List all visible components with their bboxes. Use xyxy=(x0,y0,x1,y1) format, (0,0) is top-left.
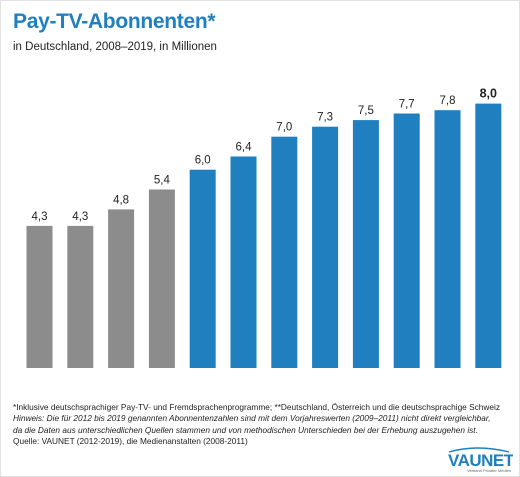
bar-value-label-2011: 5,4 xyxy=(154,175,171,187)
bar-value-label-2017: 7,7 xyxy=(399,99,415,111)
bar-value-label-2009: 4,3 xyxy=(72,211,88,223)
bar-2011 xyxy=(148,189,175,368)
bar-2013 xyxy=(230,156,257,368)
bar-2009 xyxy=(67,225,94,368)
bar-value-label-2008: 4,3 xyxy=(32,211,48,223)
bar-2016 xyxy=(352,120,379,368)
logo-subtext: Verband Privater Medien xyxy=(467,468,511,473)
vaunet-logo: VAUNET Verband Privater Medien xyxy=(448,447,513,473)
footnote-hint-line-2: da die Daten aus unterschiedlichen Quell… xyxy=(13,424,478,435)
bar-2008 xyxy=(26,225,53,368)
bar-2010 xyxy=(108,209,135,368)
bar-value-label-2018: 7,8 xyxy=(440,95,456,107)
chart-subtitle: in Deutschland, 2008–2019, in Millionen xyxy=(13,41,217,53)
bar-value-label-2016: 7,5 xyxy=(358,105,374,117)
bar-2015 xyxy=(312,126,339,368)
bar-value-label-2019: 8,0 xyxy=(480,87,497,101)
footnote-hint-line-1: Hinweis: Die für 2012 bis 2019 genannten… xyxy=(13,413,491,424)
bar-2019 xyxy=(475,103,502,368)
bar-2018 xyxy=(434,110,461,368)
bar-value-label-2015: 7,3 xyxy=(317,112,333,124)
footnotes: *Inklusive deutschsprachiger Pay-TV- und… xyxy=(13,402,513,448)
bar-chart: 4,320084,320094,820105,420116,020126,420… xyxy=(26,87,502,368)
bar-2012 xyxy=(189,169,216,368)
bar-value-label-2012: 6,0 xyxy=(195,155,211,167)
bar-2017 xyxy=(393,113,420,368)
chart-title: Pay-TV-Abonnenten* xyxy=(13,10,216,33)
footnote-definition: *Inklusive deutschsprachiger Pay-TV- und… xyxy=(13,402,500,412)
logo-text: VAUNET xyxy=(448,451,513,470)
bar-2014 xyxy=(271,136,298,368)
bar-value-label-2014: 7,0 xyxy=(276,122,292,134)
bar-value-label-2010: 4,8 xyxy=(113,194,129,206)
bar-value-label-2013: 6,4 xyxy=(236,142,253,154)
footnote-source: Quelle: VAUNET (2012-2019), die Medienan… xyxy=(13,436,248,447)
logo-swoosh-icon xyxy=(448,447,510,453)
